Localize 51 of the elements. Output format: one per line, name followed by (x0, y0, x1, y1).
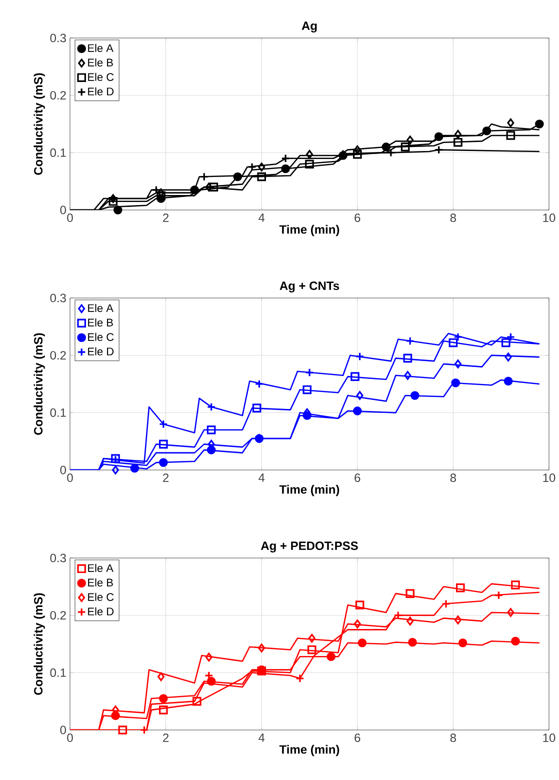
legend-label: Ele C (88, 592, 114, 601)
x-tick-label: 10 (543, 734, 556, 742)
y-tick-label: 0.1 (50, 408, 66, 417)
x-tick-label: 2 (163, 734, 169, 742)
y-tick-label: 0.3 (50, 34, 66, 42)
x-tick-label: 8 (450, 214, 456, 222)
y-tick-label: 0 (60, 466, 66, 474)
x-tick-label: 0 (67, 214, 73, 222)
x-tick-label: 6 (354, 734, 360, 742)
legend-label: Ele D (88, 347, 114, 356)
y-tick-label: 0.2 (50, 351, 66, 360)
legend-label: Ele D (88, 607, 114, 616)
x-tick-label: 2 (163, 214, 169, 222)
x-tick-label: 4 (258, 214, 265, 222)
legend-label: Ele C (88, 72, 114, 81)
x-tick-label: 8 (450, 734, 456, 742)
legend-label: Ele B (88, 578, 113, 586)
y-axis-title: Conductivity (mS) (34, 333, 45, 435)
chart-title: Ag + CNTs (280, 282, 340, 292)
legend-label: Ele C (88, 332, 114, 341)
x-tick-label: 6 (354, 474, 360, 482)
y-axis-title: Conductivity (mS) (34, 73, 45, 175)
y-tick-label: 0.1 (50, 668, 66, 677)
x-axis-title: Time (min) (279, 224, 340, 236)
y-tick-label: 0 (60, 726, 66, 734)
legend-label: Ele A (88, 564, 114, 572)
x-tick-label: 8 (450, 474, 456, 482)
x-axis-title: Time (min) (279, 484, 340, 496)
y-axis-title: Conductivity (mS) (34, 593, 45, 695)
legend-label: Ele A (88, 304, 114, 312)
chart-title: Ag + PEDOT:PSS (260, 542, 358, 552)
x-tick-label: 10 (543, 474, 556, 482)
x-tick-label: 2 (163, 474, 169, 482)
y-tick-label: 0 (60, 206, 66, 214)
legend-label: Ele B (88, 318, 113, 326)
chart-title: Ag (302, 22, 317, 32)
x-tick-label: 6 (354, 214, 360, 222)
y-tick-label: 0.2 (50, 91, 66, 100)
y-tick-label: 0.3 (50, 554, 66, 562)
y-tick-label: 0.3 (50, 294, 66, 302)
x-axis-title: Time (min) (279, 744, 340, 756)
y-tick-label: 0.2 (50, 611, 66, 620)
x-tick-label: 0 (67, 474, 73, 482)
legend-label: Ele A (88, 44, 114, 52)
y-tick-label: 0.1 (50, 148, 66, 157)
legend-label: Ele D (88, 87, 114, 96)
x-tick-label: 10 (543, 214, 556, 222)
legend-label: Ele B (88, 58, 113, 66)
x-tick-label: 4 (258, 474, 265, 482)
x-tick-label: 0 (67, 734, 73, 742)
x-tick-label: 4 (258, 734, 265, 742)
